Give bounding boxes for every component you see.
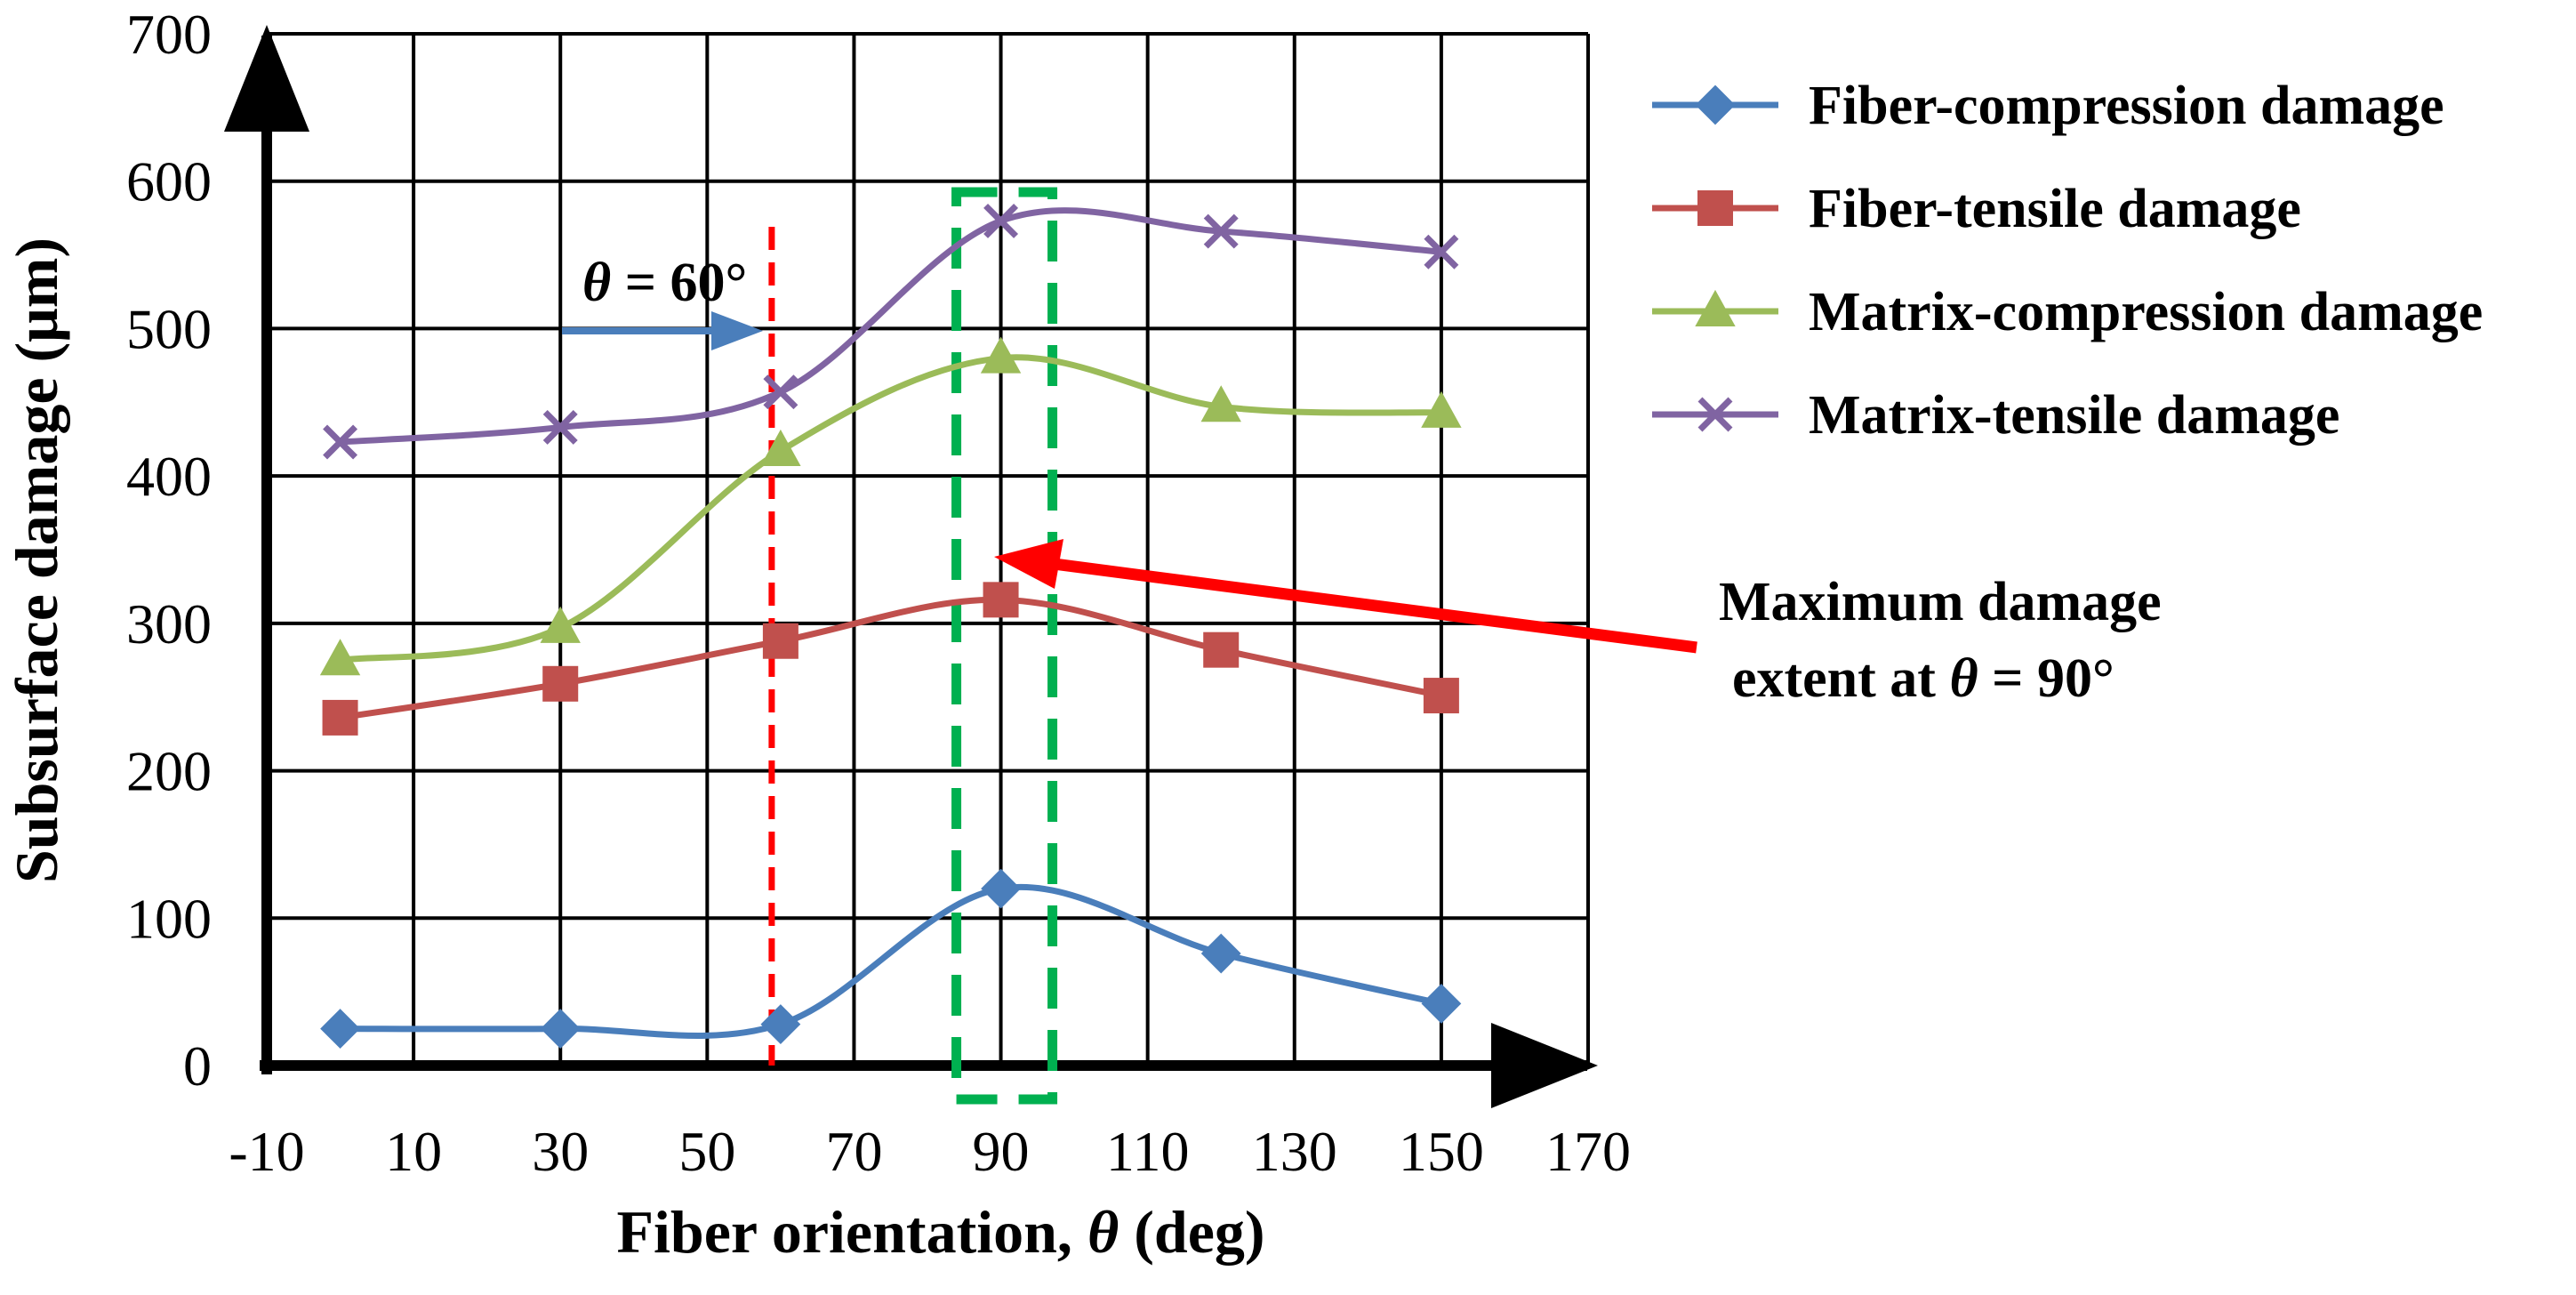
tick-labels: -10 10 30 50 70 90 110 130 150 170 0 100 200 300 400 50… [126,3,1631,1183]
data-point [763,374,798,410]
x-tick-label: 10 [385,1120,442,1183]
data-point [981,868,1021,909]
legend-label: Matrix-compression damage [1809,282,2483,342]
series-line [340,884,1442,1039]
x-tick-label: 130 [1252,1120,1337,1183]
y-tick-label: 100 [126,887,212,950]
data-point [540,606,581,643]
data-point [760,429,801,466]
data-point [1203,213,1239,249]
y-tick-label: 200 [126,740,212,803]
data-point [1423,678,1459,714]
legend: Fiber-compression damage Fiber-tensile da… [1652,76,2483,446]
y-tick-label: 600 [126,150,212,213]
y-tick-label: 300 [126,592,212,656]
data-point [542,665,579,702]
series-line [340,354,1441,664]
data-point [762,623,798,659]
series-line [340,207,1442,446]
x-axis-title: Fiber orientation, θ (deg) [616,1198,1264,1266]
legend-marker [1697,397,1733,432]
y-tick-label: 400 [126,445,212,508]
data-point [540,1009,581,1049]
series-3 [319,336,1462,676]
max-damage-label-line1: Maximum damage [1719,572,2162,632]
max-damage-arrowhead [994,539,1063,589]
legend-label: Fiber-tensile damage [1809,179,2301,239]
x-tick-label: 50 [678,1120,735,1183]
legend-marker [1695,289,1736,326]
data-point [542,409,578,445]
data-point [1424,234,1459,269]
data-point [983,203,1019,238]
series-1 [320,868,1462,1049]
max-damage-arrow-shaft [1039,556,1697,654]
data-point [1203,631,1240,668]
x-tick-label: 90 [973,1120,1030,1183]
legend-label: Fiber-compression damage [1809,76,2444,136]
x-tick-label: 30 [532,1120,589,1183]
annotation-shapes [768,187,1058,1105]
y-tick-label: 500 [126,297,212,360]
series-2 [322,582,1459,736]
series-line [340,596,1442,721]
data-series [319,203,1462,1049]
legend-label: Matrix-tensile damage [1809,385,2339,446]
x-tick-label: 150 [1399,1120,1484,1183]
annotation-arrows [562,311,1697,654]
x-tick-label: 170 [1545,1120,1631,1183]
theta-60-label: θ = 60° [582,253,747,313]
x-tick-label: 70 [825,1120,882,1183]
max-damage-label-line2: extent at θ = 90° [1732,648,2115,709]
data-point [319,639,361,676]
data-point [1200,933,1241,974]
data-point [760,1004,801,1045]
data-point [1421,983,1462,1024]
x-tick-label: -10 [229,1120,304,1183]
y-tick-label: 700 [126,3,212,66]
data-point [983,582,1019,618]
axes [224,25,1598,1108]
series-4 [323,203,1459,460]
data-point [1200,385,1241,422]
data-point [980,336,1022,374]
legend-marker [1695,84,1736,125]
data-point [320,1009,360,1049]
data-point [323,424,358,460]
grid-lines [267,32,1590,1066]
x-tick-label: 110 [1106,1120,1190,1183]
y-axis-title: Subsurface damage (μm) [3,237,70,883]
legend-marker [1697,190,1733,226]
data-point [322,699,358,736]
y-tick-label: 0 [183,1034,212,1098]
data-point [1421,390,1462,428]
theta-60-arrowhead [711,311,763,350]
